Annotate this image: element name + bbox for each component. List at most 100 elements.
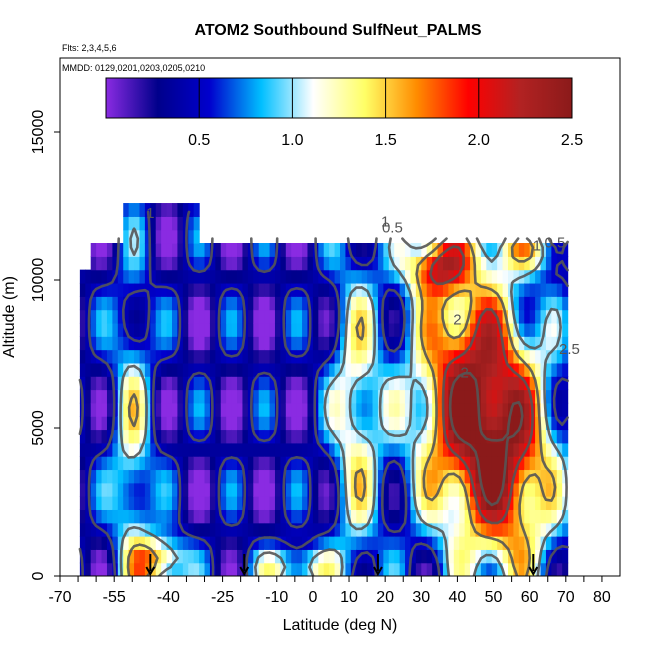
heatmap-cell <box>480 496 487 510</box>
heatmap-cell <box>372 296 379 311</box>
heatmap-cell <box>123 469 130 484</box>
heatmap-cell <box>209 256 216 271</box>
heatmap-cell <box>237 509 244 524</box>
heatmap-cell <box>237 389 244 404</box>
heatmap-cell <box>475 269 482 284</box>
heatmap-cell <box>193 282 200 297</box>
heatmap-cell <box>502 536 509 550</box>
heatmap-cell <box>258 309 265 324</box>
heatmap-cell <box>410 536 417 550</box>
heatmap-cell <box>432 496 439 510</box>
heatmap-cell <box>540 349 547 364</box>
heatmap-cell <box>161 482 168 497</box>
heatmap-cell <box>220 562 227 576</box>
heatmap-cell <box>426 336 433 351</box>
heatmap-cell <box>377 442 384 457</box>
heatmap-cell <box>144 389 151 404</box>
heatmap-cell <box>161 269 168 284</box>
heatmap-cell <box>442 256 449 271</box>
heatmap-cell <box>464 402 471 417</box>
heatmap-cell <box>302 469 309 484</box>
heatmap-cell <box>410 336 417 351</box>
heatmap-cell <box>155 243 162 257</box>
heatmap-cell <box>106 309 113 324</box>
heatmap-cell <box>291 389 298 404</box>
heatmap-cell <box>123 309 130 324</box>
heatmap-cell <box>459 349 466 364</box>
heatmap-cell <box>264 482 271 497</box>
heatmap-cell <box>253 416 260 431</box>
heatmap-cell <box>383 522 390 537</box>
heatmap-cell <box>540 269 547 284</box>
heatmap-cell <box>480 322 487 337</box>
heatmap-cell <box>128 309 135 324</box>
heatmap-cell <box>302 243 309 257</box>
heatmap-cell <box>453 456 460 471</box>
heatmap-cell <box>242 509 249 524</box>
heatmap-cell <box>470 509 477 524</box>
heatmap-cell <box>79 282 86 297</box>
heatmap-cell <box>491 243 498 257</box>
heatmap-cell <box>453 309 460 324</box>
heatmap-cell <box>182 442 189 457</box>
heatmap-cell <box>497 309 504 324</box>
heatmap-cell <box>269 522 276 537</box>
heatmap-cell <box>307 243 314 257</box>
heatmap-cell <box>545 282 552 297</box>
heatmap-cell <box>226 362 233 377</box>
heatmap-cell <box>361 536 368 550</box>
heatmap-cell <box>274 562 281 576</box>
heatmap-cell <box>556 336 563 351</box>
heatmap-cell <box>502 376 509 391</box>
heatmap-cell <box>269 402 276 417</box>
heatmap-cell <box>518 336 525 351</box>
heatmap-cell <box>405 496 412 510</box>
heatmap-cell <box>204 336 211 351</box>
heatmap-cell <box>372 429 379 444</box>
heatmap-cell <box>513 402 520 417</box>
heatmap-cell <box>264 336 271 351</box>
heatmap-cell <box>529 296 536 311</box>
heatmap-cell <box>274 376 281 391</box>
heatmap-cell <box>383 349 390 364</box>
heatmap-cell <box>513 416 520 431</box>
heatmap-cell <box>264 282 271 297</box>
heatmap-cell <box>323 362 330 377</box>
heatmap-cell <box>90 336 97 351</box>
heatmap-cell <box>529 362 536 377</box>
heatmap-cell <box>497 269 504 284</box>
heatmap-cell <box>545 482 552 497</box>
heatmap-cell <box>502 243 509 257</box>
heatmap-cell <box>269 256 276 271</box>
heatmap-cell <box>193 442 200 457</box>
heatmap-cell <box>540 362 547 377</box>
heatmap-cell <box>334 389 341 404</box>
heatmap-cell <box>459 442 466 457</box>
heatmap-cell <box>312 442 319 457</box>
heatmap-cell <box>193 349 200 364</box>
contour-label: 1 <box>533 237 541 254</box>
heatmap-cell <box>307 282 314 297</box>
heatmap-cell <box>388 429 395 444</box>
heatmap-cell <box>508 309 515 324</box>
heatmap-cell <box>139 442 146 457</box>
heatmap-cell <box>161 309 168 324</box>
heatmap-cell <box>172 469 179 484</box>
heatmap-cell <box>426 549 433 564</box>
heatmap-cell <box>383 536 390 550</box>
heatmap-cell <box>253 469 260 484</box>
heatmap-cell <box>204 269 211 284</box>
heatmap-cell <box>410 509 417 524</box>
heatmap-cell <box>247 496 254 510</box>
heatmap-cell <box>258 509 265 524</box>
heatmap-cell <box>166 269 173 284</box>
heatmap-cell <box>96 522 103 537</box>
heatmap-cell <box>470 362 477 377</box>
x-tick-label: 80 <box>593 589 611 606</box>
heatmap-cell <box>134 336 141 351</box>
heatmap-cell <box>356 362 363 377</box>
heatmap-cell <box>405 469 412 484</box>
heatmap-cell <box>480 389 487 404</box>
heatmap-cell <box>285 296 292 311</box>
heatmap-cell <box>264 402 271 417</box>
